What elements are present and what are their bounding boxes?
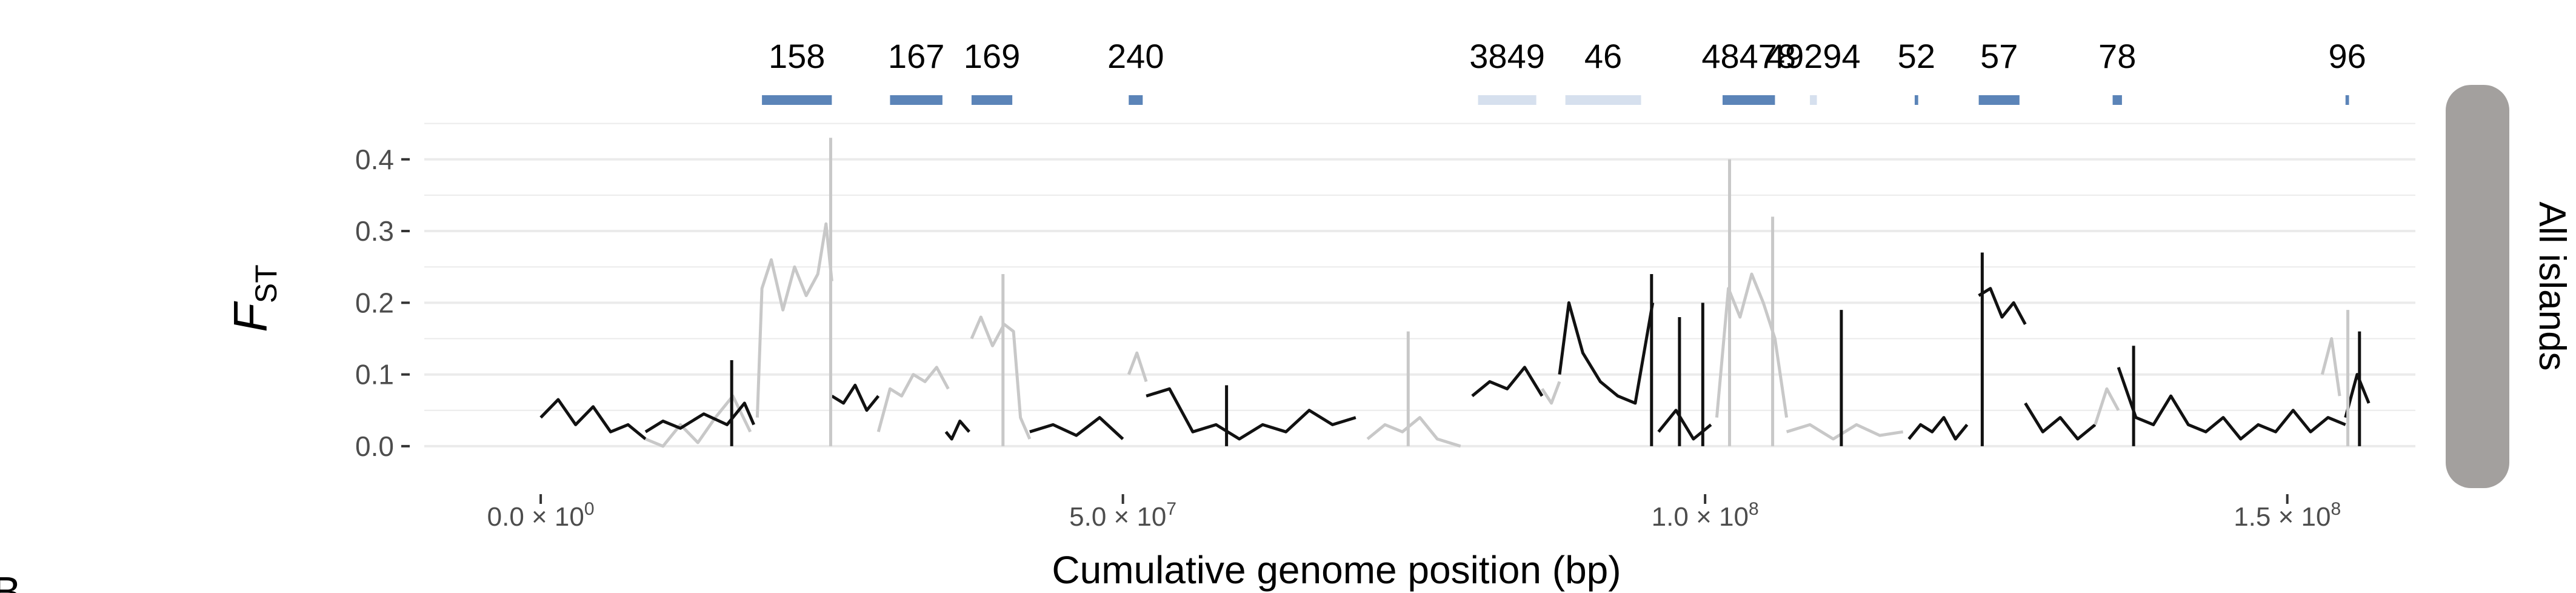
next-panel-label-stub: B bbox=[0, 568, 21, 593]
fst-series-line bbox=[944, 420, 970, 441]
island-label: 49294 bbox=[1766, 37, 1861, 75]
fst-series-line bbox=[1978, 287, 2027, 325]
fst-series-line bbox=[2320, 337, 2341, 397]
fst-series-line bbox=[1146, 387, 1356, 441]
island-bar bbox=[1722, 95, 1775, 105]
island-label: 52 bbox=[1898, 37, 1935, 75]
fst-series-line bbox=[1029, 416, 1124, 440]
y-tick-label: 0.4 bbox=[355, 144, 394, 175]
y-tick-label: 0.2 bbox=[355, 287, 394, 318]
island-label: 240 bbox=[1107, 37, 1164, 75]
x-axis: 0.0 × 100 5.0 × 107 1.0 × 108 1.5 × 108 bbox=[487, 494, 2341, 532]
y-tick-label: 0.0 bbox=[355, 431, 394, 462]
fst-series-line bbox=[2024, 402, 2097, 441]
fst-series-line bbox=[1366, 416, 1461, 448]
island-label: 158 bbox=[769, 37, 825, 75]
island-bar bbox=[2112, 95, 2122, 105]
fst-series-line bbox=[1715, 272, 1789, 418]
fst-series-line bbox=[644, 401, 755, 434]
y-axis-title: FST bbox=[224, 264, 283, 332]
island-bar bbox=[1129, 95, 1143, 105]
facet-strip-label: All islands bbox=[2531, 201, 2573, 370]
fst-series-line bbox=[755, 222, 833, 418]
x-tick-label: 5.0 × 107 bbox=[1069, 499, 1176, 532]
fst-series-line bbox=[2344, 373, 2371, 418]
island-bar bbox=[2345, 95, 2349, 105]
grid-lines bbox=[424, 122, 2415, 447]
island-label: 57 bbox=[1980, 37, 2018, 75]
fst-series-line bbox=[2117, 366, 2346, 441]
fst-series-line bbox=[1907, 416, 1969, 441]
fst-series-line bbox=[2094, 387, 2120, 426]
y-tick-label: 0.1 bbox=[355, 359, 394, 390]
x-tick-label: 0.0 × 100 bbox=[487, 499, 595, 532]
island-label: 48478 bbox=[1701, 37, 1796, 75]
island-bar bbox=[971, 95, 1013, 105]
fst-series-line bbox=[970, 315, 1032, 440]
island-label: 46 bbox=[1584, 37, 1622, 75]
island-label: 96 bbox=[2328, 37, 2366, 75]
facet-strip bbox=[2446, 85, 2509, 488]
y-axis: 0.0 0.1 0.2 0.3 0.4 bbox=[355, 144, 410, 462]
x-axis-title: Cumulative genome position (bp) bbox=[1052, 548, 1621, 592]
island-bar bbox=[1810, 95, 1817, 105]
island-bar bbox=[762, 95, 832, 105]
fst-series-line bbox=[1558, 301, 1655, 405]
island-bar bbox=[1978, 95, 2020, 105]
x-tick-label: 1.5 × 108 bbox=[2234, 499, 2341, 532]
island-label: 169 bbox=[964, 37, 1020, 75]
x-tick-label: 1.0 × 108 bbox=[1652, 499, 1759, 532]
island-bars bbox=[762, 95, 2349, 105]
island-label: 78 bbox=[2098, 37, 2136, 75]
fst-series-line bbox=[1786, 423, 1904, 441]
fst-series-line bbox=[876, 366, 950, 432]
island-label: 167 bbox=[888, 37, 944, 75]
y-tick-label: 0.3 bbox=[355, 215, 394, 247]
fst-series bbox=[539, 138, 2371, 448]
island-label: 3849 bbox=[1469, 37, 1545, 75]
island-bar bbox=[1478, 95, 1537, 105]
island-bar bbox=[1914, 95, 1918, 105]
fst-series-line bbox=[539, 398, 647, 440]
island-bar bbox=[890, 95, 943, 105]
island-bar bbox=[1565, 95, 1641, 105]
fst-series-line bbox=[1127, 351, 1148, 383]
fst-series-line bbox=[831, 383, 880, 412]
fst-series-line bbox=[1541, 381, 1561, 405]
fst-series-line bbox=[1471, 366, 1544, 398]
